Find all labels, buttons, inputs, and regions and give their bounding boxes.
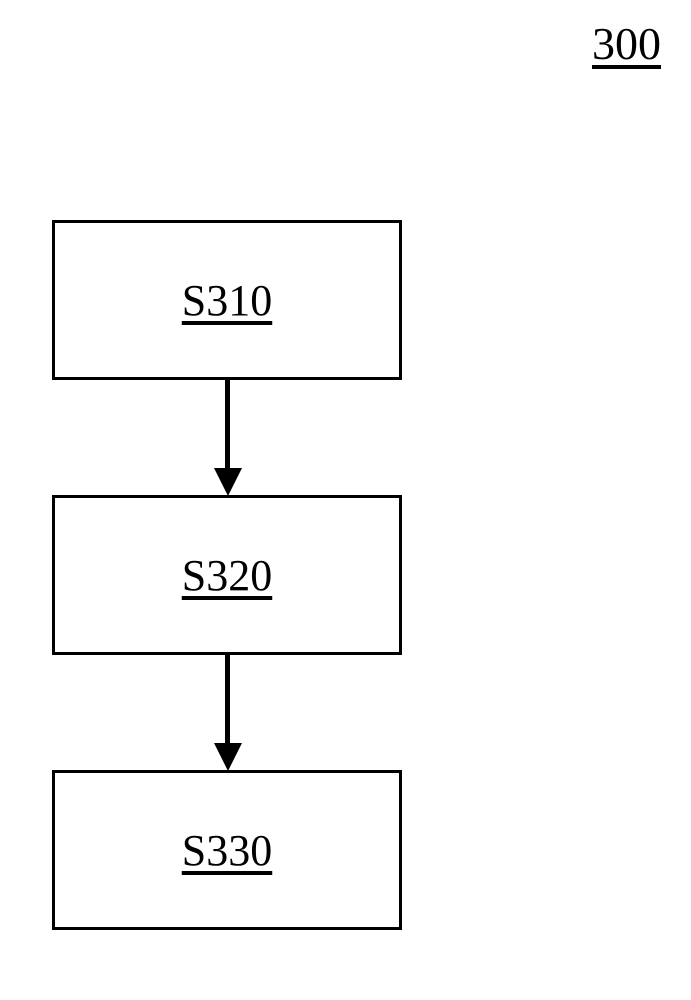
arrow-line: [225, 380, 230, 470]
arrow-line: [225, 655, 230, 745]
flowchart-node-label: S330: [182, 825, 272, 876]
flowchart-node-s330: S330: [52, 770, 402, 930]
flowchart-node-label: S310: [182, 275, 272, 326]
flowchart-node-label: S320: [182, 550, 272, 601]
figure-number: 300: [592, 17, 661, 70]
flowchart-node-s320: S320: [52, 495, 402, 655]
flowchart-node-s310: S310: [52, 220, 402, 380]
